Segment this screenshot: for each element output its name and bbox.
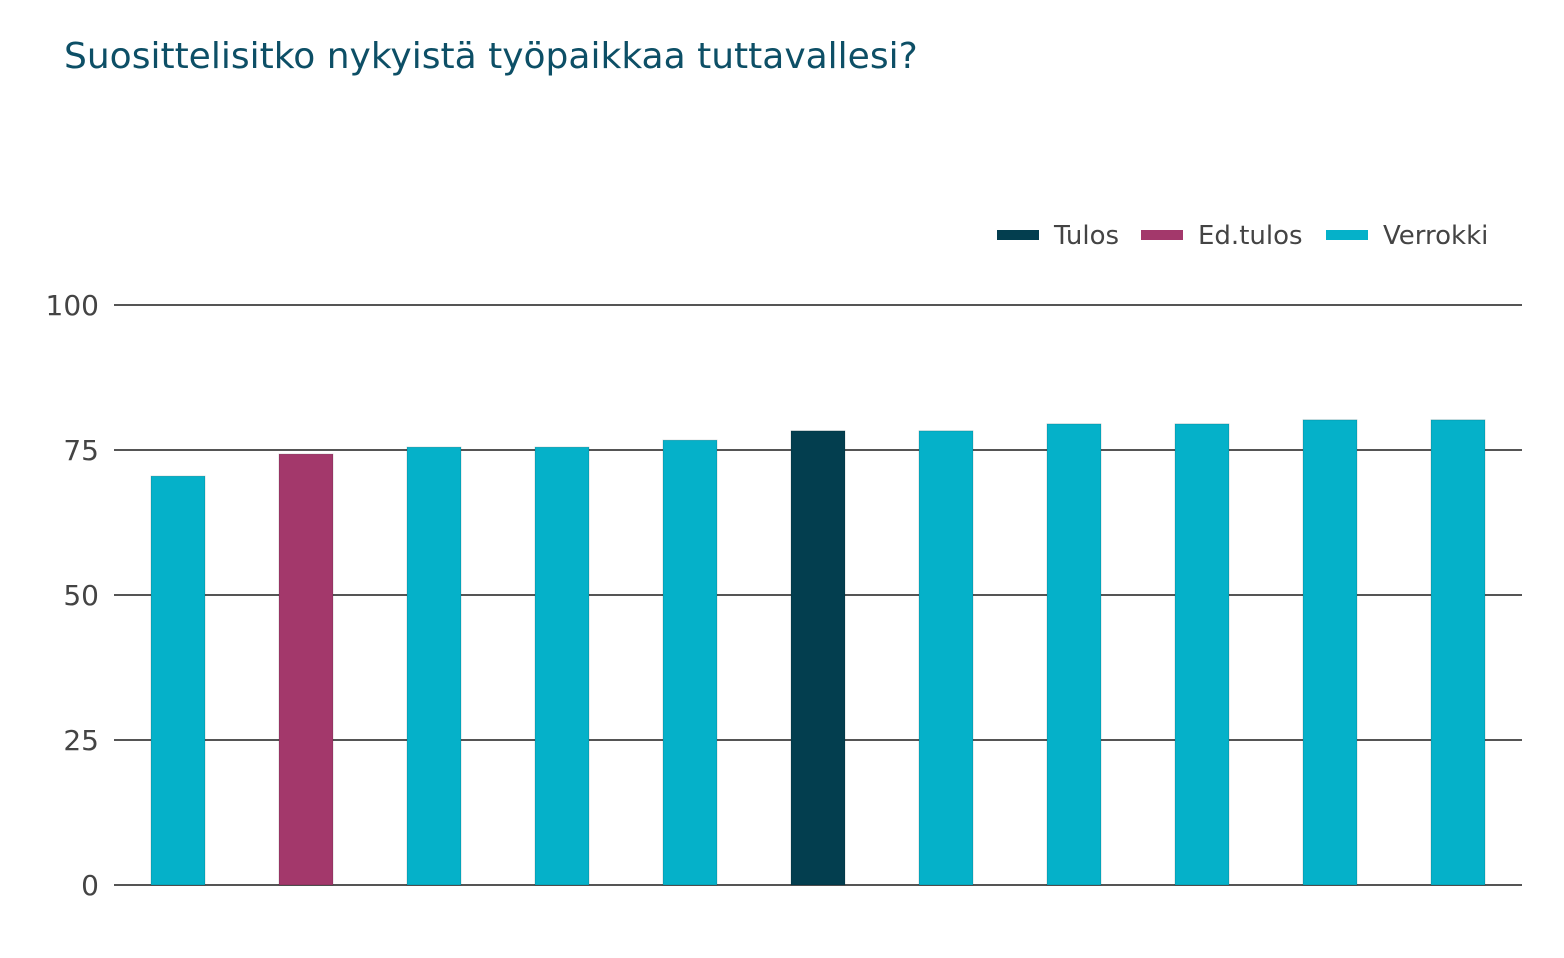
bar-5 xyxy=(662,439,718,886)
legend-label-3: Verrokki xyxy=(1383,221,1488,251)
bar-11 xyxy=(1430,419,1486,886)
bar-1 xyxy=(150,475,206,886)
chart-title: Suosittelisitko nykyistä työpaikkaa tutt… xyxy=(64,36,918,77)
legend-label-2: Ed.tulos xyxy=(1198,221,1303,251)
bar-10 xyxy=(1302,419,1358,886)
bar-9 xyxy=(1174,423,1230,886)
bar-2 xyxy=(278,453,334,886)
bar-6 xyxy=(790,430,846,886)
y-tick-label-50: 50 xyxy=(63,579,99,612)
legend-swatch-2 xyxy=(1141,230,1183,240)
bars xyxy=(150,419,1486,886)
legend: Tulos Ed.tulos Verrokki xyxy=(997,221,1488,251)
y-tick-label-75: 75 xyxy=(63,434,99,467)
y-tick-label-100: 100 xyxy=(46,289,99,322)
y-tick-label-25: 25 xyxy=(63,724,99,757)
y-axis-ticks: 0 25 50 75 100 xyxy=(46,289,99,902)
bar-7 xyxy=(918,430,974,886)
legend-label-1: Tulos xyxy=(1053,221,1119,251)
legend-swatch-3 xyxy=(1326,230,1368,240)
y-tick-label-0: 0 xyxy=(81,869,99,902)
legend-swatch-1 xyxy=(997,230,1039,240)
bar-3 xyxy=(406,446,462,886)
bar-8 xyxy=(1046,423,1102,886)
bar-4 xyxy=(534,446,590,886)
